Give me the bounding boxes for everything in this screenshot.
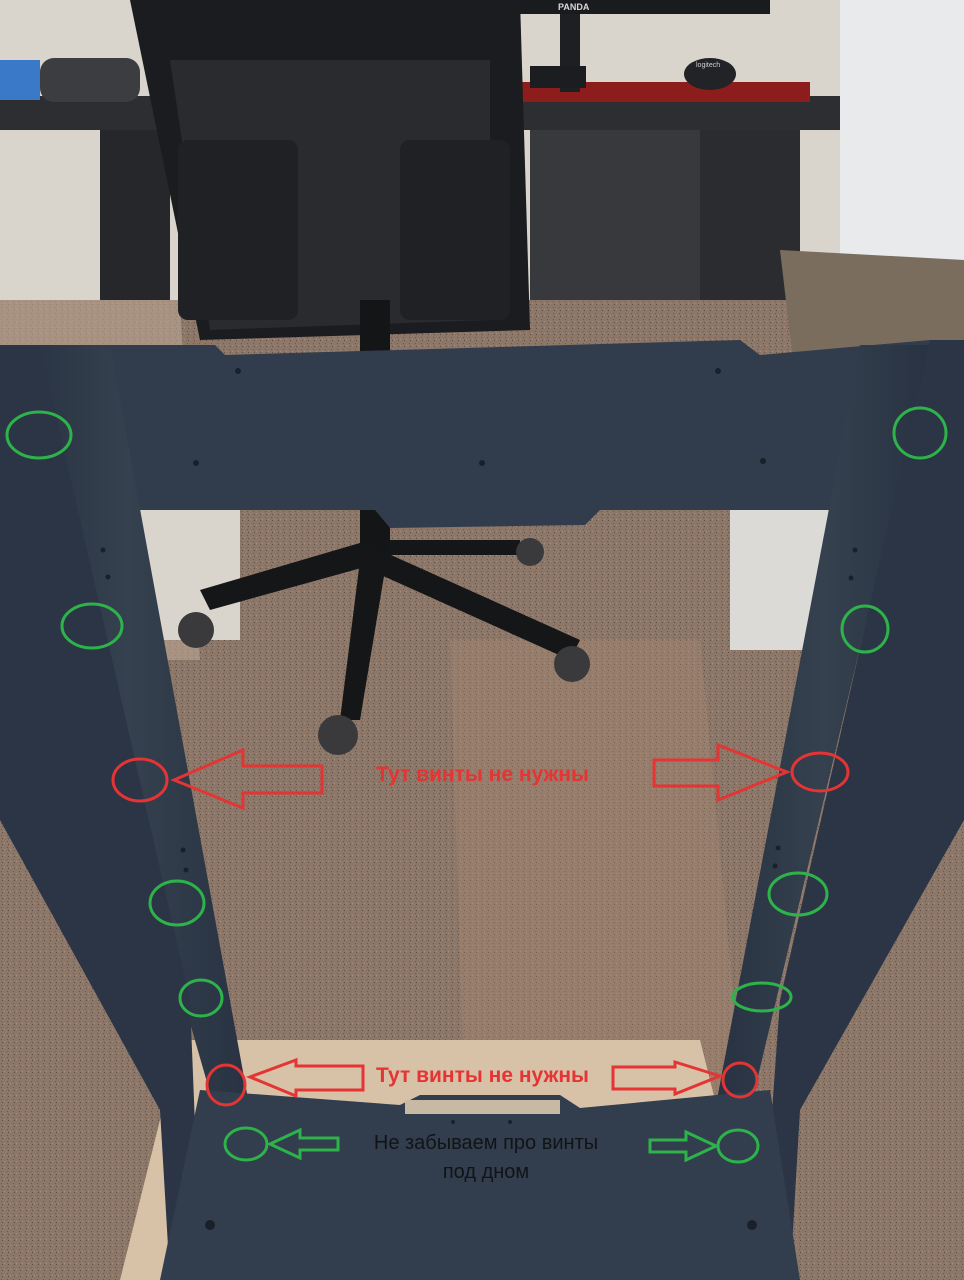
right-upright bbox=[715, 345, 932, 1110]
bottom-reminder-line1: Не забываем про винты bbox=[373, 1132, 599, 1154]
bottom-tab bbox=[405, 1100, 560, 1114]
upper-warning-label: Тут винты не нужны bbox=[376, 763, 589, 786]
red-arrow-left bbox=[245, 1057, 365, 1099]
green-screw-marker bbox=[5, 410, 73, 460]
right-upright-outer bbox=[760, 340, 964, 1280]
lower-warning-label: Тут винты не нужны bbox=[376, 1064, 589, 1087]
green-screw-marker bbox=[178, 978, 224, 1018]
green-screw-marker bbox=[840, 604, 890, 654]
green-screw-marker bbox=[731, 981, 793, 1013]
tool-box bbox=[0, 60, 40, 100]
monitor bbox=[520, 0, 770, 14]
green-screw-marker bbox=[60, 602, 124, 650]
red-no-screw-marker bbox=[205, 1063, 247, 1107]
desk-cabinet bbox=[530, 130, 700, 330]
monitor-brand-logo: PANDA bbox=[558, 2, 590, 12]
mouse bbox=[684, 58, 736, 90]
green-screw-marker bbox=[148, 879, 206, 927]
red-no-screw-marker bbox=[111, 757, 169, 803]
top-crossbar bbox=[10, 340, 930, 528]
left-upright-outer bbox=[0, 345, 200, 1280]
red-arrow-right bbox=[652, 742, 792, 803]
mouse-brand-logo: logitech bbox=[696, 62, 721, 69]
window-glass bbox=[840, 0, 964, 300]
desk-left-leg bbox=[100, 130, 170, 310]
green-screw-marker bbox=[767, 871, 829, 917]
red-no-screw-marker bbox=[721, 1061, 759, 1099]
bottom-base bbox=[160, 1090, 800, 1280]
bottom-reminder-line2: под дном bbox=[442, 1161, 530, 1183]
green-arrow-left bbox=[266, 1127, 340, 1161]
green-arrow-right bbox=[648, 1129, 720, 1163]
red-arrow-right bbox=[611, 1059, 725, 1097]
green-screw-marker bbox=[892, 406, 948, 460]
red-no-screw-marker bbox=[790, 751, 850, 793]
drill bbox=[40, 58, 140, 102]
rack-frame bbox=[0, 340, 964, 1280]
red-mousepad bbox=[520, 82, 810, 102]
keyboard bbox=[530, 66, 586, 88]
red-arrow-left bbox=[170, 747, 324, 811]
